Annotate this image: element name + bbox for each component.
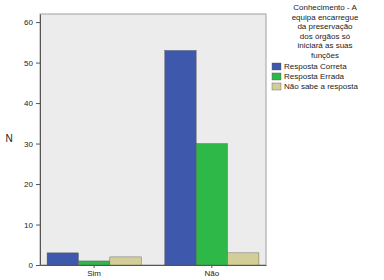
- plot: 0 10 20 30 40 50 60 Sim Não: [24, 14, 266, 278]
- plot-background: [40, 14, 266, 265]
- y-tick: 0: [29, 261, 40, 270]
- y-tick-label: 60: [24, 18, 33, 27]
- legend-title: Conhecimento - Aequipa encarregueda pres…: [292, 3, 359, 60]
- bar: [110, 257, 141, 265]
- x-tick: Não: [205, 265, 220, 278]
- bar: [47, 253, 78, 265]
- legend-title-line: dos órgãos só: [300, 32, 351, 41]
- x-axis-line: [41, 265, 267, 266]
- bar: [78, 261, 109, 265]
- bar: [228, 253, 259, 265]
- y-tick-mark: [36, 225, 40, 226]
- bar: [165, 50, 196, 265]
- x-tick-label: Não: [205, 269, 220, 278]
- y-tick: 20: [24, 180, 40, 189]
- y-tick: 50: [24, 59, 40, 68]
- y-tick-label: 30: [24, 140, 33, 149]
- y-tick-label: 0: [29, 261, 34, 270]
- legend-title-line: da preservação: [297, 22, 353, 31]
- y-tick: 10: [24, 221, 40, 230]
- y-tick: 60: [24, 18, 40, 27]
- y-tick: 30: [24, 140, 40, 149]
- y-tick-mark: [36, 265, 40, 266]
- legend-title-line: funções: [311, 51, 339, 60]
- legend-title-line: iniciará as suas: [297, 41, 352, 50]
- chart: 0 10 20 30 40 50 60 Sim Não N Conhecimento - Aequi…: [0, 0, 384, 280]
- x-tick-mark: [94, 265, 95, 268]
- y-axis-title: N: [5, 133, 12, 144]
- y-tick-mark: [36, 184, 40, 185]
- legend-title-line: equipa encarregue: [292, 13, 359, 22]
- legend-swatch: [272, 83, 281, 90]
- legend-swatch: [272, 63, 281, 70]
- legend-label: Não sabe a resposta: [284, 82, 358, 91]
- y-tick-label: 40: [24, 99, 33, 108]
- x-tick-label: Sim: [87, 269, 101, 278]
- bar: [196, 144, 227, 265]
- y-axis-line: [40, 15, 41, 266]
- x-tick: Sim: [87, 265, 101, 278]
- y-tick-mark: [36, 144, 40, 145]
- y-tick: 40: [24, 99, 40, 108]
- bars: [47, 50, 259, 265]
- x-axis: Sim Não: [41, 265, 267, 278]
- legend-label: Resposta Correta: [284, 62, 347, 71]
- y-tick-label: 20: [24, 180, 33, 189]
- legend-label: Resposta Errada: [284, 72, 345, 81]
- y-tick-mark: [36, 103, 40, 104]
- x-tick-mark: [211, 265, 212, 268]
- y-tick-label: 50: [24, 59, 33, 68]
- y-tick-label: 10: [24, 221, 33, 230]
- legend-swatch: [272, 73, 281, 80]
- y-tick-mark: [36, 63, 40, 64]
- y-tick-mark: [36, 22, 40, 23]
- y-axis: 0 10 20 30 40 50 60: [24, 15, 40, 271]
- legend: Conhecimento - Aequipa encarregueda pres…: [272, 3, 359, 91]
- legend-title-line: Conhecimento - A: [293, 3, 357, 12]
